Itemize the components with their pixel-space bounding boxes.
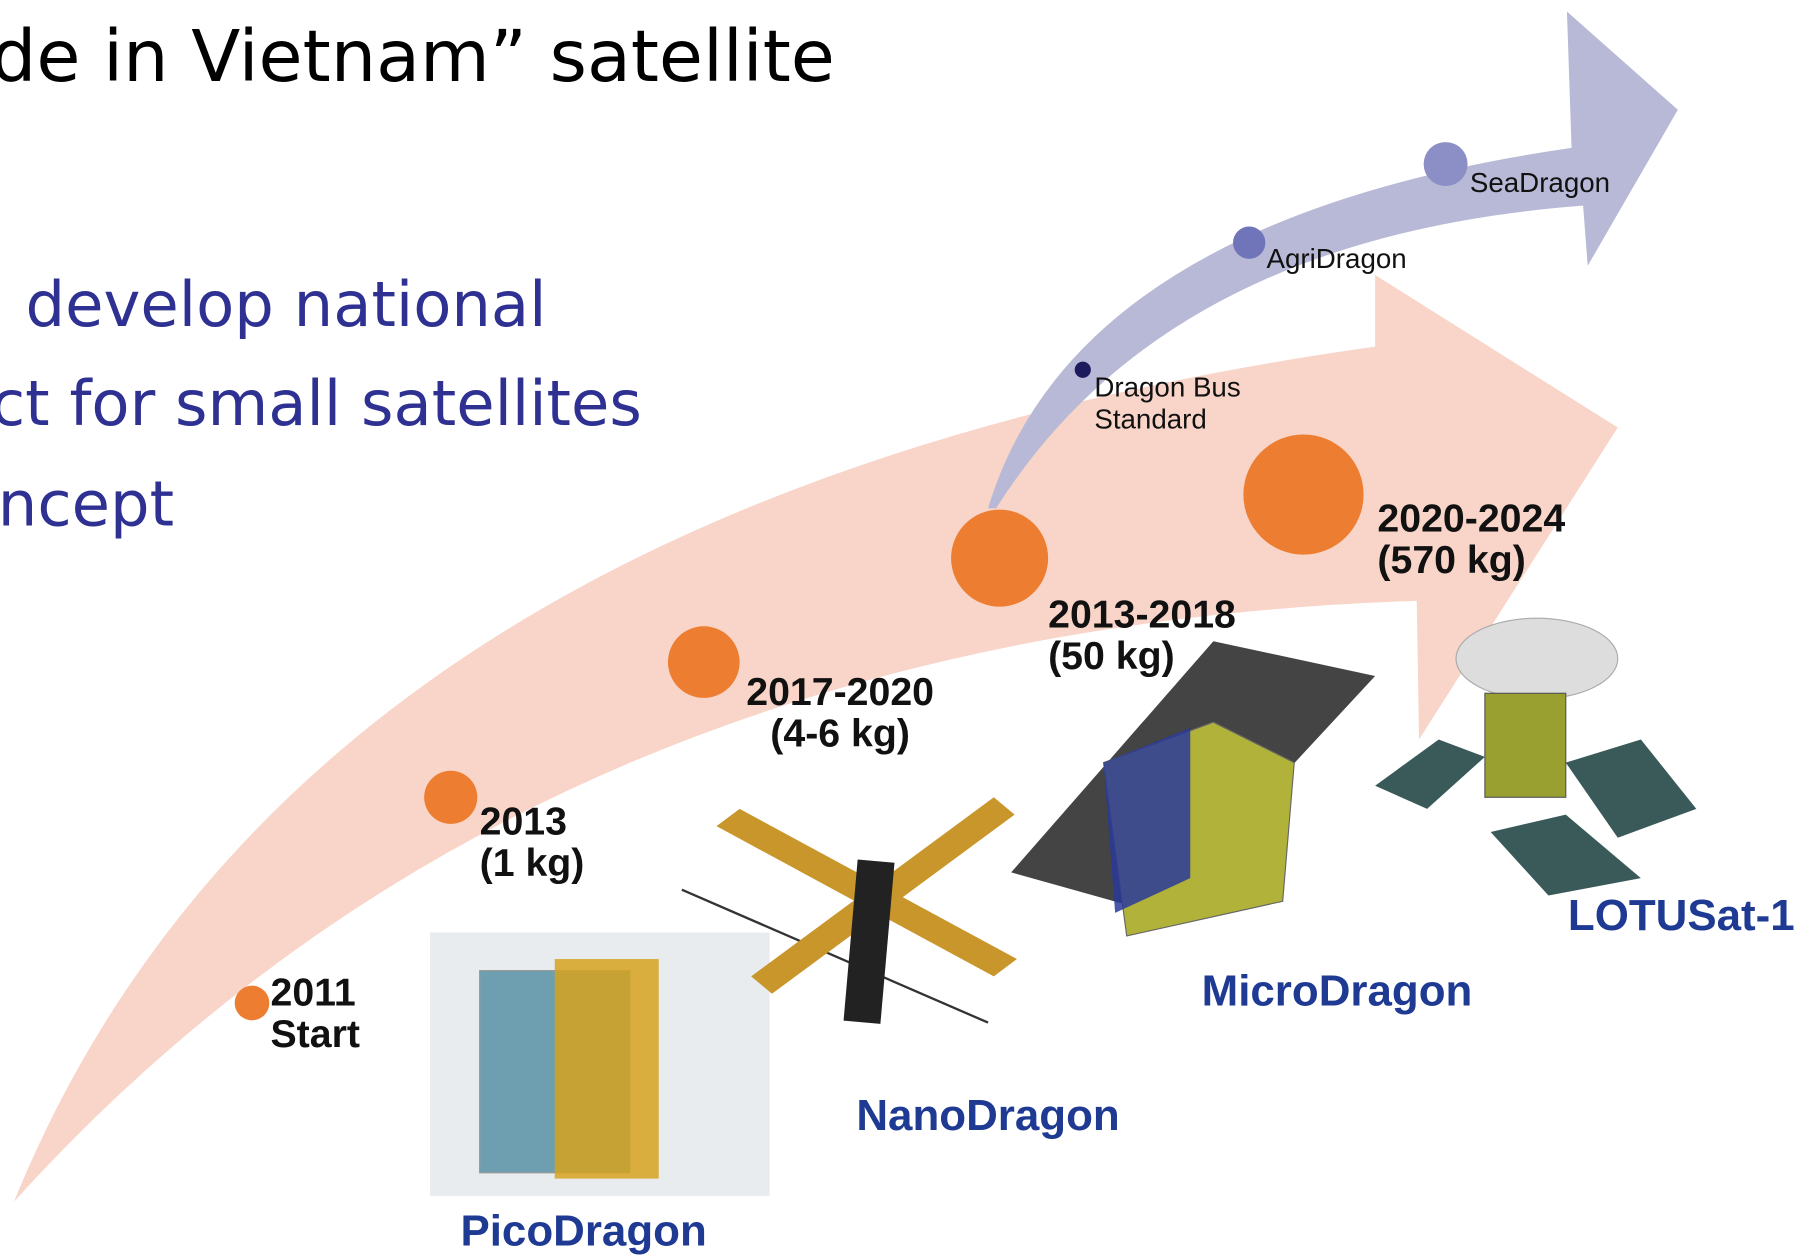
branch-label: Standard <box>1094 404 1207 435</box>
branch-label: SeaDragon <box>1470 167 1610 198</box>
milestone-label: 2013-2018 <box>1048 592 1236 636</box>
milestone-dot <box>424 771 477 824</box>
branch-dot <box>1233 226 1265 258</box>
milestone-label: 2017-2020 <box>746 670 934 714</box>
branch-dot <box>1424 142 1468 186</box>
milestone-label: 2013 <box>480 799 567 843</box>
milestone-label: (50 kg) <box>1048 634 1175 678</box>
branch-label: AgriDragon <box>1267 243 1407 274</box>
bullet-text: ncept <box>0 468 174 541</box>
milestone-dot <box>668 626 740 698</box>
branch-dot <box>1075 362 1091 378</box>
milestone-label: Start <box>270 1012 359 1056</box>
milestone-dot <box>235 986 270 1021</box>
milestone-dot <box>951 510 1048 607</box>
milestone-label: 2020-2024 <box>1377 497 1565 541</box>
milestone-label: (570 kg) <box>1377 538 1525 582</box>
milestone-label: (1 kg) <box>480 841 585 885</box>
milestone-label: 2011 <box>270 970 355 1014</box>
branch-label: Dragon Bus <box>1094 371 1240 402</box>
slide: de in Vietnam” satellite develop nationa… <box>0 0 1812 1256</box>
satellite-name: PicoDragon <box>460 1207 706 1256</box>
milestone-label: (4-6 kg) <box>770 711 910 755</box>
satellite-name: LOTUSat-1 <box>1568 891 1795 940</box>
milestone-dot <box>1243 434 1363 554</box>
satellite-name: NanoDragon <box>856 1091 1119 1140</box>
bullet-text: develop national <box>26 268 547 341</box>
title: de in Vietnam” satellite <box>0 15 835 98</box>
satellite-name: MicroDragon <box>1202 966 1473 1015</box>
bullet-text: ct for small satellites <box>0 367 642 440</box>
